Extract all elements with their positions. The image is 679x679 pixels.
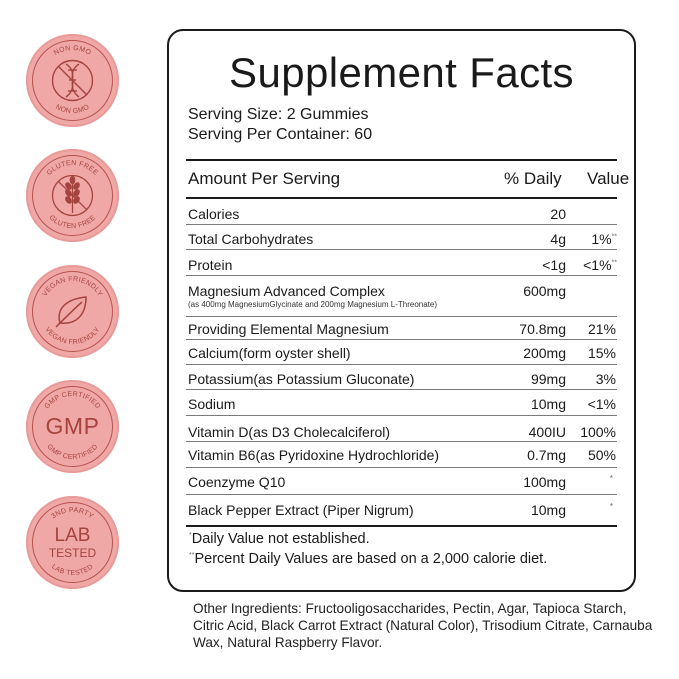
nutrient-amount: 70.8mg [519,321,566,337]
header-daily: % Daily [504,169,562,188]
nutrient-name: Vitamin B6(as Pyridoxine Hydrochloride) [188,447,440,463]
nutrient-amount: 10mg [530,502,566,518]
nutrient-name: Vitamin D(as D3 Cholecalciferol) [188,424,391,440]
other-ingredients-text: Fructooligosaccharides, Pectin, Agar, Ta… [193,601,653,650]
header-value: Value [587,169,630,188]
divider [186,525,617,527]
header-amount: Amount Per Serving [188,169,341,188]
nutrient-amount: 400IU [528,424,566,440]
certification-badges: NON GMO NON GMO GLUTEN FREE GLUTEN FREE [0,0,150,679]
footnote-daily-value: *Daily Value not established. [189,531,370,547]
row-divider [186,224,617,225]
badge-bottom-text: GLUTEN FREE [48,214,97,230]
nutrient-name: Protein [188,257,233,273]
nutrient-name: Coenzyme Q10 [188,474,286,490]
footnote-percent-daily: **Percent Daily Values are based on a 2,… [189,551,548,567]
row-divider [186,275,617,276]
row-divider [186,249,617,250]
nutrient-name: Calories [188,206,240,222]
row-divider [186,467,617,468]
nutrient-name: Sodium [188,396,236,412]
svg-text:NON GMO: NON GMO [53,45,92,57]
nutrient-subtext: (as 400mg MagnesiumGlycinate and 200mg M… [188,300,438,309]
nutrient-daily-value: <1% [587,396,616,412]
badge-top-text: VEGAN FRIENDLY [42,276,104,298]
svg-text:GLUTEN FREE: GLUTEN FREE [48,214,98,230]
nutrient-amount: 200mg [523,345,566,361]
nutrient-daily-value: <1%** [583,257,617,273]
supplement-facts-panel: Supplement Facts Serving Size: 2 Gummies… [167,29,636,592]
nutrient-name: Total Carbohydrates [188,231,314,247]
row-divider [186,364,617,365]
nutrient-daily-value: 15% [587,345,616,361]
nutrient-amount: 4g [550,231,566,247]
non-gmo-badge: NON GMO NON GMO [26,34,119,127]
badge-top-text: NON GMO [53,45,92,57]
row-divider [186,339,617,340]
nutrient-daily-value: 1%** [591,231,617,247]
nutrient-name: Potassium(as Potassium Gluconate) [188,371,415,387]
row-divider [186,415,617,416]
nutrient-name: Magnesium Advanced Complex [188,283,385,299]
serving-size: Serving Size: 2 Gummies [188,106,369,123]
nutrient-amount: 100mg [523,474,566,490]
nutrient-amount: 20 [550,206,566,222]
nutrient-daily-value: * [609,474,613,483]
svg-text:VEGAN FRIENDLY: VEGAN FRIENDLY [43,326,101,346]
other-ingredients-label: Other Ingredients: [193,601,302,616]
nutrient-name: Black Pepper Extract (Piper Nigrum) [188,502,414,518]
row-divider [186,316,617,317]
divider [186,197,617,199]
row-divider [186,441,617,442]
badge-bottom-text: NON GMO [54,104,90,116]
svg-text:NON GMO: NON GMO [54,104,91,116]
nutrient-amount: 10mg [530,396,566,412]
row-divider [186,389,617,390]
wheat-crossed-icon [51,174,94,217]
other-ingredients: Other Ingredients: Fructooligosaccharide… [193,600,653,651]
servings-per-container: Serving Per Container: 60 [188,126,373,143]
lab-tested-badge: 3ND PARTY LAB TESTED LAB TESTED [26,496,119,589]
svg-text:GLUTEN FREE: GLUTEN FREE [46,160,99,177]
badge-bottom-text: VEGAN FRIENDLY [43,326,101,346]
gluten-free-badge: GLUTEN FREE GLUTEN FREE [26,149,119,242]
badge-top-text: GLUTEN FREE [46,160,99,177]
gmp-certified-badge: GMP CERTIFIED GMP CERTIFIED GMP [26,380,119,473]
gmp-label: GMP [45,413,100,439]
dna-crossed-icon [51,59,94,102]
panel-title: Supplement Facts [229,49,574,96]
nutrient-daily-value: * [609,502,613,511]
nutrient-name: Providing Elemental Magnesium [188,321,389,337]
row-divider [186,494,617,495]
leaf-icon [55,296,87,328]
divider [186,159,617,161]
lab-label: LAB [54,525,91,546]
nutrient-name: Calcium(form oyster shell) [188,345,351,361]
vegan-friendly-badge: VEGAN FRIENDLY VEGAN FRIENDLY [26,265,119,358]
nutrient-daily-value: 100% [580,424,616,440]
nutrient-amount: 600mg [523,283,566,299]
tested-label: TESTED [48,546,97,560]
nutrient-amount: 0.7mg [527,447,566,463]
nutrient-daily-value: 50% [587,447,616,463]
nutrient-amount: 99mg [530,371,566,387]
nutrient-amount: <1g [542,257,566,273]
svg-text:VEGAN FRIENDLY: VEGAN FRIENDLY [42,276,104,298]
nutrient-daily-value: 21% [587,321,616,337]
nutrient-daily-value: 3% [595,371,616,387]
